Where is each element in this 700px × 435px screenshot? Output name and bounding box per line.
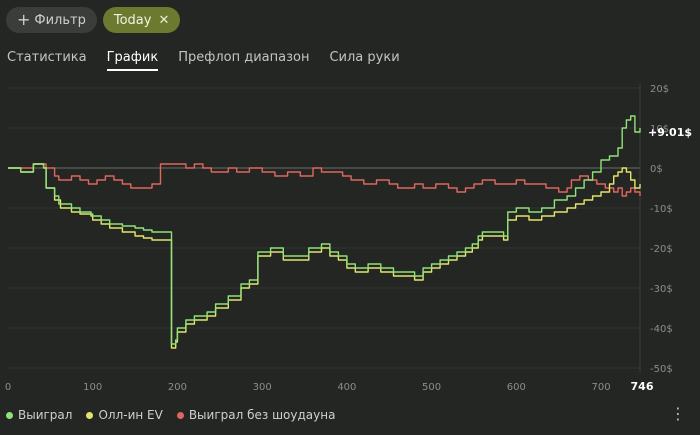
x-tick-label: 400 (337, 382, 356, 393)
profit-chart: 20$ 10$ 0$ -10$ -20$ -30$ -40$ -50$ 0 100 200 300 40… (5, 84, 692, 393)
tab-bar: Статистика График Префлоп диапазон Сила … (7, 50, 400, 71)
y-tick-label: 20$ (650, 84, 669, 95)
tab-hand-strength[interactable]: Сила руки (329, 50, 400, 65)
legend-dot (6, 411, 13, 419)
add-filter-label: Фильтр (34, 12, 86, 28)
legend-dot (86, 411, 94, 419)
series-line (8, 163, 641, 349)
legend-item-allin-ev[interactable]: Олл-ин EV (86, 408, 163, 422)
tab-graph[interactable]: График (106, 50, 159, 71)
x-tick-label: 100 (83, 382, 102, 393)
x-tick-label: 0 (5, 382, 11, 393)
add-filter-button[interactable]: + Фильтр (6, 7, 97, 33)
legend-label: Олл-ин EV (98, 408, 163, 422)
plus-icon: + (17, 10, 31, 29)
y-tick-label: -30$ (650, 284, 673, 295)
legend-label: Выиграл (18, 408, 73, 422)
x-tick-label: 500 (422, 382, 441, 393)
x-tick-label: 700 (591, 382, 610, 393)
y-tick-label: -50$ (650, 364, 673, 375)
x-end-label: 746 (631, 380, 654, 393)
filter-bar: + Фильтр Today ✕ (6, 7, 181, 33)
close-icon[interactable]: ✕ (158, 12, 170, 28)
y-tick-label: 0$ (650, 164, 663, 175)
legend-dot (176, 411, 184, 419)
legend-item-won-without-showdown[interactable]: Выиграл без шоудауна (176, 408, 336, 422)
y-tick-label: -10$ (650, 204, 673, 215)
y-tick-label: 10$ (650, 124, 669, 135)
x-tick-label: 300 (253, 382, 272, 393)
current-value-label: +9.01$ (648, 126, 692, 139)
today-filter-chip[interactable]: Today ✕ (102, 7, 181, 33)
y-tick-label: -20$ (650, 244, 673, 255)
tab-statistics[interactable]: Статистика (7, 50, 87, 65)
legend-item-won[interactable]: Выиграл (6, 408, 72, 422)
tab-preflop-range[interactable]: Префлоп диапазон (178, 50, 310, 65)
legend-label: Выиграл без шоудауна (188, 408, 336, 422)
today-filter-label: Today (113, 12, 152, 28)
chart-legend: Выиграл Олл-ин EV Выиграл без шоудауна (6, 408, 335, 422)
x-tick-label: 600 (507, 382, 526, 393)
series-line (8, 163, 641, 197)
series-line (8, 115, 641, 345)
more-options-icon[interactable]: ⋮ (670, 404, 686, 423)
x-tick-label: 200 (168, 382, 187, 393)
y-tick-label: -40$ (650, 324, 673, 335)
